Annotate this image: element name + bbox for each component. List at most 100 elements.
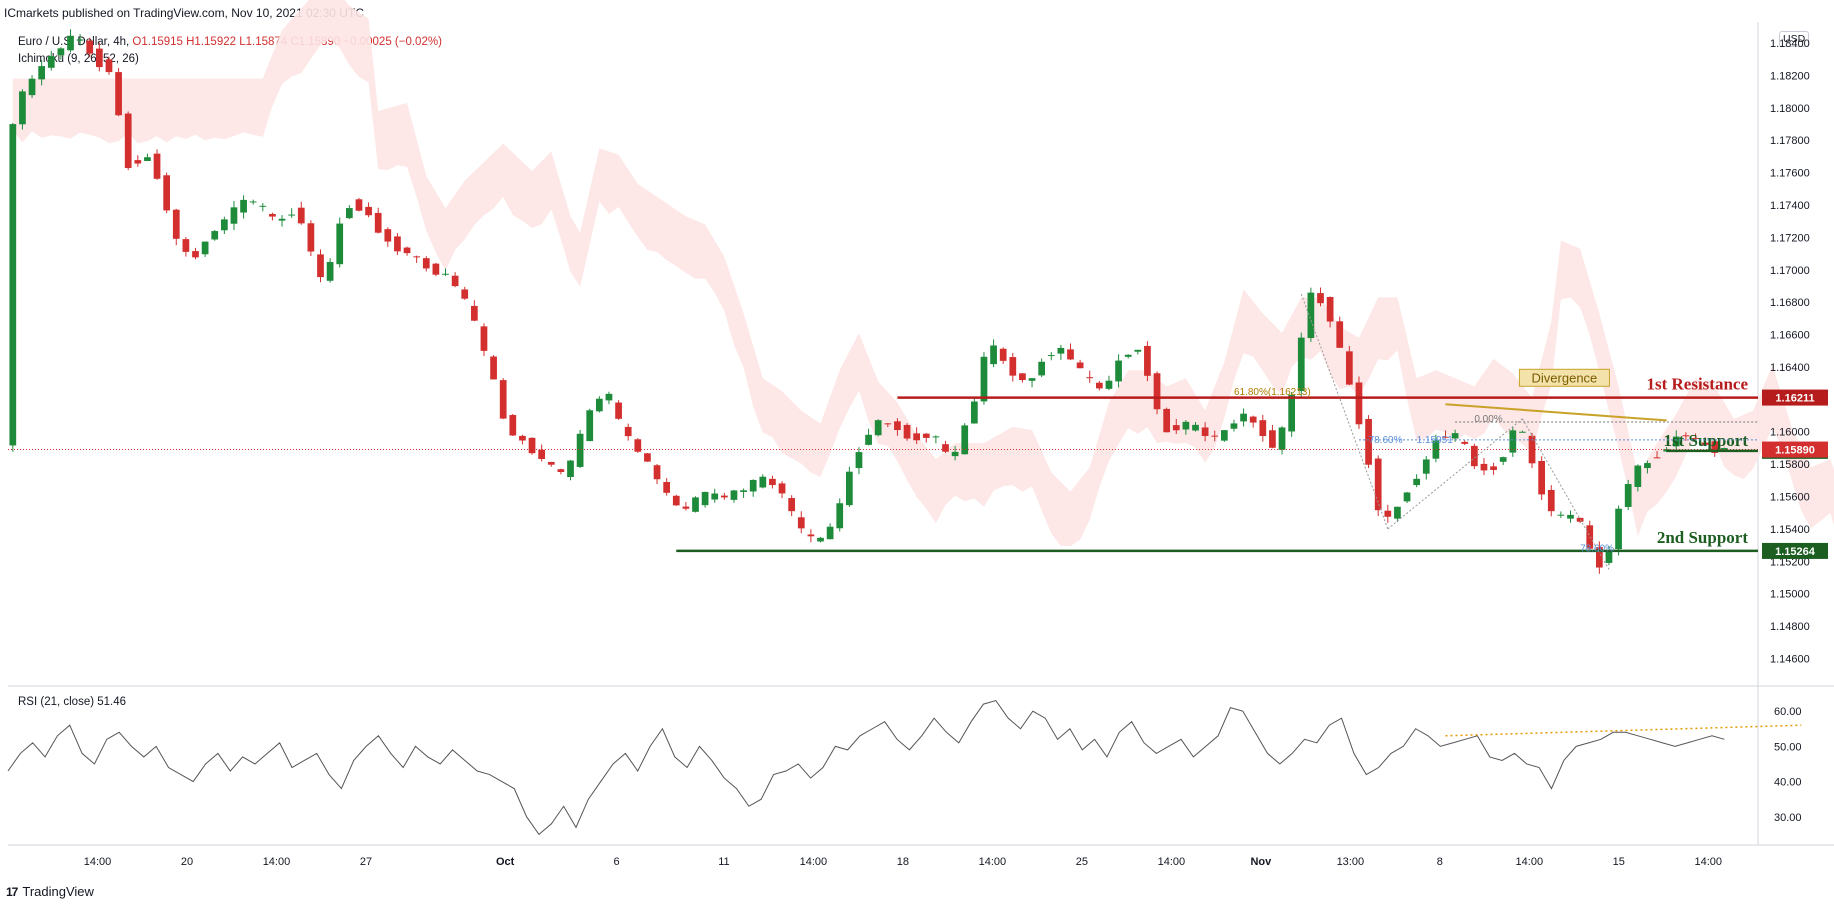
candle-body (1547, 489, 1555, 512)
price-tick-label: 1.15000 (1770, 589, 1810, 601)
time-tick-label: Oct (496, 856, 515, 868)
candle-body (1201, 427, 1209, 437)
candle-body (1653, 457, 1661, 459)
candle-body (374, 212, 382, 233)
candle-body (1374, 458, 1382, 511)
candle-body (1163, 408, 1171, 433)
price-tick-label: 1.18400 (1770, 38, 1810, 50)
candle-body (86, 40, 94, 54)
price-tick-label: 1.17400 (1770, 200, 1810, 212)
candle-body (1047, 355, 1055, 357)
candle-body (547, 461, 555, 465)
candle-body (653, 465, 661, 480)
time-tick-label: 11 (718, 856, 729, 868)
candle-body (1115, 360, 1122, 382)
level-price-tag (1762, 389, 1828, 406)
candle-body (288, 214, 296, 216)
candle-body (576, 433, 584, 467)
candle-body (913, 433, 921, 441)
price-tick-label: 1.15600 (1770, 492, 1810, 504)
candle-body (538, 449, 546, 460)
candle-body (624, 426, 632, 437)
candle-body (567, 460, 574, 478)
candle-body (1720, 448, 1728, 450)
price-tick-label: 1.17200 (1770, 232, 1810, 244)
tradingview-footer[interactable]: 17 TradingView (6, 884, 94, 899)
published-header: ICmarkets published on TradingView.com, … (4, 6, 364, 20)
candle-body (134, 160, 142, 164)
candle-body (788, 498, 796, 512)
candle-body (153, 153, 161, 179)
candle-body (38, 66, 46, 80)
candle-body (490, 356, 497, 380)
level-label: 2nd Support (1657, 528, 1749, 547)
time-tick-label: 20 (181, 856, 193, 868)
fib-label: 1.15951 (1417, 435, 1454, 446)
time-tick-label: 25 (1076, 856, 1088, 868)
candle-body (278, 218, 286, 221)
candle-body (1192, 424, 1199, 431)
candle-body (326, 262, 334, 281)
candle-body (1240, 413, 1247, 422)
candle-body (230, 207, 238, 224)
candle-body (57, 48, 65, 56)
candle-body (663, 481, 671, 493)
candle-body (269, 213, 276, 217)
candle-body (797, 517, 805, 529)
candle-body (1038, 361, 1046, 376)
candle-body (1538, 460, 1546, 495)
candle-body (9, 124, 17, 446)
candle-body (1442, 436, 1449, 438)
candle-body (1519, 431, 1526, 433)
candle-body (720, 495, 728, 498)
candle-body (394, 236, 401, 252)
price-tick-label: 1.15400 (1770, 524, 1810, 536)
candle-body (47, 56, 55, 68)
time-tick-label: 6 (613, 856, 619, 868)
candle-body (413, 256, 421, 258)
candle-body (1278, 427, 1286, 450)
currency-button[interactable]: USD (1779, 31, 1810, 47)
candle-body (1634, 465, 1642, 487)
candle-body (384, 229, 392, 242)
candle-body (778, 483, 786, 494)
price-tick-label: 1.15200 (1770, 556, 1810, 568)
candle-body (999, 348, 1007, 361)
candle-body (942, 444, 949, 452)
time-tick-label: 14:00 (1695, 856, 1723, 868)
time-tick-label: 14:00 (800, 856, 828, 868)
candle-body (1557, 514, 1565, 516)
ichimoku-cloud (12, 0, 1834, 547)
candle-body (644, 453, 651, 462)
candle-body (1211, 435, 1219, 437)
candle-body (1451, 433, 1459, 439)
candle-body (1624, 484, 1632, 507)
candle-body (672, 495, 680, 506)
rsi-legend[interactable]: RSI (21, close) 51.46 (18, 696, 127, 708)
fib-label: 61.80%(1.16213) (1234, 387, 1311, 398)
time-tick-label: 15 (1613, 856, 1625, 868)
candle-body (240, 199, 247, 213)
candle-body (1470, 445, 1478, 467)
level-label: 1st Support (1663, 431, 1748, 450)
candle-body (769, 478, 776, 486)
candle-body (817, 537, 824, 542)
candle-body (317, 254, 324, 278)
candle-body (1134, 349, 1142, 352)
candle-body (422, 258, 430, 269)
price-tick-label: 1.16800 (1770, 297, 1810, 309)
price-tick-label: 1.16600 (1770, 330, 1810, 342)
candle-body (1672, 436, 1680, 447)
candle-body (259, 205, 267, 207)
candle-body (1259, 420, 1267, 437)
candle-body (1028, 378, 1036, 381)
candle-body (807, 534, 815, 537)
candle-body (1355, 382, 1363, 425)
candle-body (297, 207, 305, 224)
candle-body (1086, 377, 1094, 379)
candle-body (211, 231, 219, 240)
candle-body (922, 433, 930, 438)
candle-body (1615, 508, 1622, 550)
harmonic-leg (1300, 293, 1389, 530)
